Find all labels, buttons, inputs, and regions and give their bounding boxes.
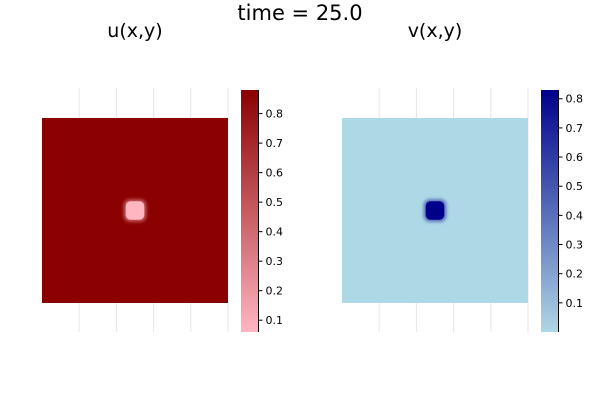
u-colorbar-tick-label: 0.8 bbox=[266, 108, 284, 121]
v-colorbar-tick-label: 0.7 bbox=[566, 122, 584, 135]
v-colorbar: 0.1 0.2 0.3 0.4 0.5 0.6 0.7 0.8 bbox=[541, 90, 583, 332]
u-colorbar-tick-label: 0.2 bbox=[266, 285, 284, 298]
u-heatmap-panel: 0.1 0.2 0.3 0.4 0.5 0.6 0.7 0.8 bbox=[42, 88, 283, 332]
u-colorbar-gradient bbox=[241, 90, 258, 332]
u-spot bbox=[125, 201, 145, 220]
u-colorbar-tick-label: 0.1 bbox=[266, 314, 284, 327]
u-colorbar-tick-label: 0.4 bbox=[266, 226, 284, 239]
u-panel-title: u(x,y) bbox=[107, 20, 163, 42]
v-colorbar-gradient bbox=[541, 90, 558, 332]
v-colorbar-tick-label: 0.6 bbox=[566, 151, 584, 164]
v-heatmap-panel: 0.1 0.2 0.3 0.4 0.5 0.6 0.7 0.8 bbox=[342, 88, 583, 332]
v-colorbar-tick-label: 0.8 bbox=[566, 93, 584, 106]
u-colorbar-tick-label: 0.6 bbox=[266, 167, 284, 180]
v-colorbar-tick-label: 0.3 bbox=[566, 239, 584, 252]
v-colorbar-tick-label: 0.1 bbox=[566, 297, 584, 310]
u-colorbar: 0.1 0.2 0.3 0.4 0.5 0.6 0.7 0.8 bbox=[241, 90, 283, 332]
u-colorbar-tick-label: 0.3 bbox=[266, 255, 284, 268]
v-spot bbox=[425, 201, 445, 220]
v-colorbar-tick-label: 0.4 bbox=[566, 209, 584, 222]
figure-title: time = 25.0 bbox=[237, 1, 363, 25]
v-colorbar-tick-label: 0.2 bbox=[566, 268, 584, 281]
v-panel-title: v(x,y) bbox=[407, 20, 463, 42]
u-colorbar-tick-label: 0.7 bbox=[266, 137, 284, 150]
u-colorbar-tick-label: 0.5 bbox=[266, 196, 284, 209]
v-colorbar-tick-label: 0.5 bbox=[566, 180, 584, 193]
